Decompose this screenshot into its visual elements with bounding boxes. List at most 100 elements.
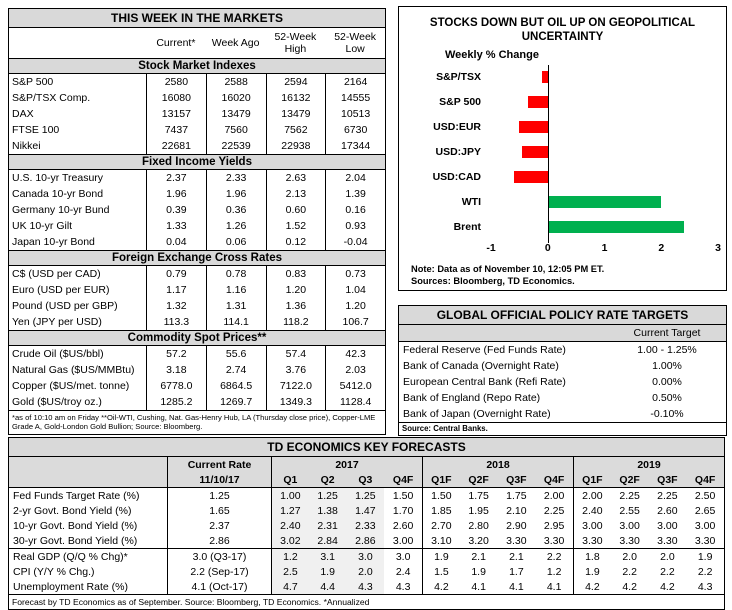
forecast-value: 3.30 bbox=[573, 533, 611, 548]
current-rate-value: 1.65 bbox=[167, 503, 271, 518]
header-quarter: Q1F bbox=[422, 472, 460, 488]
current-rate-value: 2.37 bbox=[167, 518, 271, 533]
policy-current-target-header: Current Target bbox=[633, 327, 701, 339]
cell-value: 106.7 bbox=[325, 314, 385, 330]
chart-bar bbox=[519, 120, 548, 133]
forecast-value: 3.30 bbox=[694, 534, 716, 547]
row-label: U.S. 10-yr Treasury bbox=[12, 172, 104, 184]
cell-value: 1.33 bbox=[146, 218, 206, 234]
row-label: S&P 500 bbox=[12, 76, 54, 88]
cell-value: 1269.7 bbox=[205, 394, 266, 410]
forecasts-table-title: TD ECONOMICS KEY FORECASTS bbox=[9, 438, 724, 457]
cell-value: 1.36 bbox=[265, 298, 326, 314]
rate-value: 1.00 - 1.25% bbox=[637, 344, 697, 356]
forecast-value: 2.00 bbox=[573, 488, 611, 503]
markets-table: THIS WEEK IN THE MARKETS Current* Week A… bbox=[8, 8, 386, 435]
table-row: Yen (JPY per USD) 113.3 114.1 118.2 106.7 bbox=[9, 314, 385, 330]
table-row: Japan 10-yr Bond 0.04 0.06 0.12 -0.04 bbox=[9, 234, 385, 250]
section-header: Fixed Income Yields bbox=[9, 154, 385, 170]
weekly-change-chart: STOCKS DOWN BUT OIL UP ON GEOPOLITICAL U… bbox=[398, 6, 727, 291]
cell-value: 22539 bbox=[205, 138, 266, 154]
cell-value: 1285.2 bbox=[146, 394, 206, 410]
header-quarter: Q2 bbox=[308, 472, 347, 488]
forecast-value: 1.85 bbox=[422, 503, 460, 518]
header-quarter: Q4F bbox=[384, 472, 422, 488]
forecast-value: 4.2 bbox=[660, 580, 675, 593]
cell-value: 1.20 bbox=[325, 298, 385, 314]
table-row: Federal Reserve (Fed Funds Rate) 1.00 - 1… bbox=[399, 342, 726, 358]
forecast-value: 3.30 bbox=[619, 534, 640, 547]
forecast-value: 2.2 bbox=[622, 565, 637, 578]
rate-value: 1.00% bbox=[652, 360, 682, 372]
chart-bar-zone bbox=[491, 65, 726, 90]
chart-bar-row: USD:EUR bbox=[399, 115, 726, 140]
markets-table-title: THIS WEEK IN THE MARKETS bbox=[9, 9, 385, 28]
chart-plot-area: S&P/TSX S&P 500 USD:EUR USD:JPY USD:CAD WTI Br… bbox=[399, 64, 726, 243]
table-row: S&P 500 2580 2588 2594 2164 bbox=[9, 74, 385, 90]
chart-x-tick-label: 1 bbox=[601, 241, 608, 254]
cell-value: 1.26 bbox=[205, 218, 266, 234]
cell-value: 2.04 bbox=[325, 170, 385, 186]
row-label: Euro (USD per EUR) bbox=[12, 284, 110, 296]
header-year: 2018 bbox=[422, 457, 573, 472]
forecast-value: 1.9 bbox=[686, 548, 724, 564]
header-quarter: Q3F bbox=[497, 472, 536, 488]
forecast-value: 2.4 bbox=[395, 565, 411, 578]
chart-title: STOCKS DOWN BUT OIL UP ON GEOPOLITICAL U… bbox=[429, 17, 696, 44]
cell-value: 0.78 bbox=[205, 266, 266, 282]
forecast-value: 3.0 bbox=[384, 548, 422, 564]
forecast-value: 1.70 bbox=[392, 504, 414, 517]
table-row: UK 10-yr Gilt 1.33 1.26 1.52 0.93 bbox=[9, 218, 385, 234]
cell-value: 0.12 bbox=[265, 234, 326, 250]
table-row: U.S. 10-yr Treasury 2.37 2.33 2.63 2.04 bbox=[9, 170, 385, 186]
cell-value: 1.96 bbox=[146, 186, 206, 202]
central-bank-label: European Central Bank (Refi Rate) bbox=[403, 376, 566, 388]
chart-bar-zone bbox=[491, 190, 726, 215]
cell-value: 55.6 bbox=[205, 346, 266, 362]
row-label: Natural Gas ($US/MMBtu) bbox=[12, 364, 135, 376]
forecast-value: 1.7 bbox=[509, 565, 524, 578]
header-year: 2017 bbox=[271, 457, 422, 472]
row-label: Nikkei bbox=[12, 140, 41, 152]
cell-value: 7437 bbox=[146, 122, 206, 138]
col-header-52wk-low: 52-Week Low bbox=[334, 31, 377, 55]
chart-bar-row: USD:CAD bbox=[399, 165, 726, 190]
chart-category-label: WTI bbox=[461, 196, 481, 209]
cell-value: 7560 bbox=[205, 122, 266, 138]
cell-value: 1.31 bbox=[205, 298, 266, 314]
forecast-value: 3.00 bbox=[657, 519, 678, 532]
forecast-value: 1.25 bbox=[346, 488, 385, 503]
rate-value: 0.50% bbox=[652, 392, 682, 404]
forecast-value: 4.3 bbox=[697, 580, 713, 593]
current-rate-value: 1.25 bbox=[167, 488, 271, 503]
table-row: Canada 10-yr Bond 1.96 1.96 2.13 1.39 bbox=[9, 186, 385, 202]
cell-value: 1.04 bbox=[325, 282, 385, 298]
cell-value: 17344 bbox=[325, 138, 385, 154]
row-label: Crude Oil ($US/bbl) bbox=[12, 348, 104, 360]
cell-value: 14555 bbox=[325, 90, 385, 106]
row-label: S&P/TSX Comp. bbox=[12, 92, 91, 104]
policy-table-title: GLOBAL OFFICIAL POLICY RATE TARGETS bbox=[399, 306, 726, 325]
forecast-value: 2.2 bbox=[660, 565, 675, 578]
header-year: 2019 bbox=[573, 457, 724, 472]
chart-bar-row: S&P 500 bbox=[399, 90, 726, 115]
table-row: Natural Gas ($US/MMBtu) 3.18 2.74 3.76 2.03 bbox=[9, 362, 385, 378]
section-header: Foreign Exchange Cross Rates bbox=[9, 250, 385, 266]
row-label: 30-yr Govt. Bond Yield (%) bbox=[13, 534, 138, 547]
table-row: Copper ($US/met. tonne) 6778.0 6864.5 7122.… bbox=[9, 378, 385, 394]
forecast-value: 1.9 bbox=[422, 548, 460, 564]
forecast-value: 1.2 bbox=[271, 548, 309, 564]
cell-value: 0.93 bbox=[325, 218, 385, 234]
row-label: Copper ($US/met. tonne) bbox=[12, 380, 130, 392]
forecast-value: 1.5 bbox=[422, 564, 460, 579]
forecast-value: 2.10 bbox=[506, 504, 527, 517]
chart-note-line: Sources: Bloomberg, TD Economics. bbox=[411, 276, 575, 287]
forecast-value: 3.00 bbox=[573, 518, 611, 533]
table-row: Bank of Canada (Overnight Rate) 1.00% bbox=[399, 358, 726, 374]
chart-x-tick-label: 2 bbox=[658, 241, 665, 254]
central-bank-label: Federal Reserve (Fed Funds Rate) bbox=[403, 344, 566, 356]
row-label: CPI (Y/Y % Chg.) bbox=[13, 565, 95, 578]
row-label: Fed Funds Target Rate (%) bbox=[13, 489, 140, 502]
forecast-value: 2.2 bbox=[535, 548, 573, 564]
